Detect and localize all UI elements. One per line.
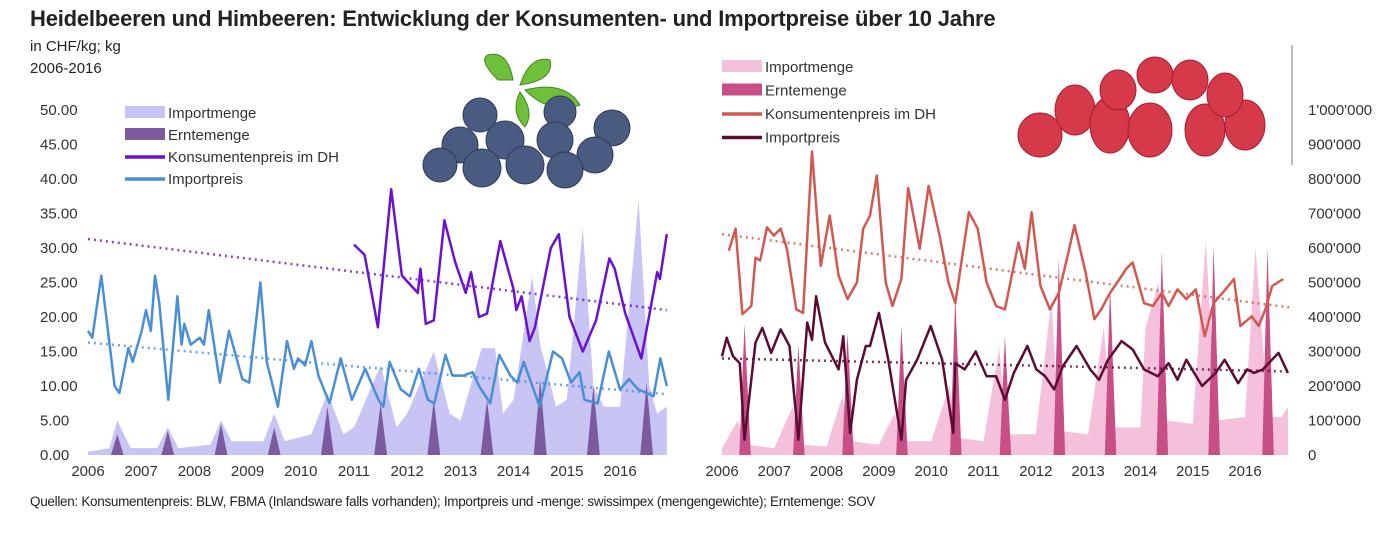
x-tick-label: 2011 [967, 463, 999, 480]
x-tick-label: 2012 [391, 463, 424, 480]
x-tick-label: 2007 [125, 463, 158, 480]
y-tick-label: 30.00 [40, 240, 78, 257]
x-tick-label: 2015 [550, 463, 583, 480]
y-tick-label: 5.00 [40, 413, 69, 430]
legend-label: Erntemenge [765, 83, 847, 100]
chart-panel-1: 0.00 5.00 10.00 15.00 20.00 25.00 30.00 35.00 40… [40, 102, 669, 480]
legend-label: Importmenge [168, 105, 256, 122]
y-tick-label: 400'000 [1308, 309, 1361, 326]
raspberries-image [1017, 56, 1266, 158]
x-tick-label: 2012 [1019, 463, 1052, 480]
y-tick-label: 0 [1308, 447, 1316, 464]
area-erntemenge [110, 379, 654, 455]
x-tick-label: 2009 [862, 463, 895, 480]
x-tick-label: 2006 [705, 463, 738, 480]
y-tick-label: 35.00 [40, 206, 78, 223]
page-title: Heidelbeeren und Himbeeren: Entwicklung … [30, 6, 996, 31]
y-tick-label: 800'000 [1308, 171, 1361, 188]
y-tick-label: 1'000'000 [1308, 102, 1372, 119]
y-tick-label: 45.00 [40, 137, 78, 154]
legend-label: Konsumentenpreis im DH [168, 149, 339, 166]
line-importpreis [86, 274, 669, 408]
area-importmenge [88, 199, 667, 455]
legend-swatch-importmenge [125, 106, 165, 118]
trendline-importpreis [721, 357, 1290, 373]
blueberries-image [422, 53, 631, 189]
subtitle-units: in CHF/kg; kg [30, 38, 121, 55]
x-tick-label: 2014 [497, 463, 530, 480]
y-tick-label: 0.00 [40, 447, 69, 464]
y-tick-label: 25.00 [40, 275, 78, 292]
x-tick-label: 2013 [444, 463, 477, 480]
y-tick-label: 100'000 [1308, 413, 1361, 430]
x-tick-label: 2008 [810, 463, 843, 480]
legend-swatch-importmenge [722, 60, 762, 72]
x-tick-label: 2013 [1071, 463, 1104, 480]
y-tick-label: 50.00 [40, 102, 78, 119]
y-tick-label: 200'000 [1308, 378, 1361, 395]
x-tick-label: 2010 [284, 463, 317, 480]
source-note: Quellen: Konsumentenpreis: BLW, FBMA (In… [30, 494, 876, 509]
legend-label: Erntemenge [168, 127, 250, 144]
subtitle-period: 2006-2016 [30, 60, 102, 77]
y-tick-label: 500'000 [1308, 275, 1361, 292]
legend-swatch-erntemenge [125, 128, 165, 140]
x-tick-label: 2016 [603, 463, 636, 480]
y-tick-label: 600'000 [1308, 240, 1361, 257]
area-erntemenge [739, 246, 1274, 455]
trendline-konsumentenpreis-im-dh [87, 237, 667, 312]
line-importpreis [720, 295, 1290, 442]
y-tick-label: 10.00 [40, 378, 78, 395]
trendline-importpreis [87, 341, 667, 396]
x-tick-label: 2010 [915, 463, 948, 480]
legend-swatch-erntemenge [722, 83, 762, 96]
legend-label: Importpreis [168, 171, 243, 188]
x-tick-label: 2006 [71, 463, 104, 480]
legend-label: Konsumentenpreis im DH [765, 106, 936, 123]
chart-panel-2: 0 100'000 200'000 300'000 400'000 500'000 600'… [705, 59, 1372, 480]
x-tick-label: 2008 [178, 463, 211, 480]
x-tick-label: 2009 [231, 463, 264, 480]
y-tick-label: 20.00 [40, 309, 78, 326]
y-tick-label: 15.00 [40, 344, 78, 361]
line-konsumentenpreis-im-dh [727, 150, 1284, 338]
x-tick-label: 2015 [1176, 463, 1209, 480]
legend-label: Importmenge [765, 59, 853, 76]
line-konsumentenpreis-im-dh [353, 188, 669, 360]
x-tick-label: 2016 [1228, 463, 1261, 480]
y-tick-label: 300'000 [1308, 344, 1361, 361]
y-tick-label: 40.00 [40, 171, 78, 188]
x-tick-label: 2007 [758, 463, 791, 480]
y-tick-label: 700'000 [1308, 206, 1361, 223]
y-tick-label: 900'000 [1308, 137, 1361, 154]
area-importmenge [722, 241, 1288, 455]
x-tick-label: 2014 [1124, 463, 1157, 480]
x-tick-label: 2011 [338, 463, 370, 480]
legend-label: Importpreis [765, 130, 840, 147]
